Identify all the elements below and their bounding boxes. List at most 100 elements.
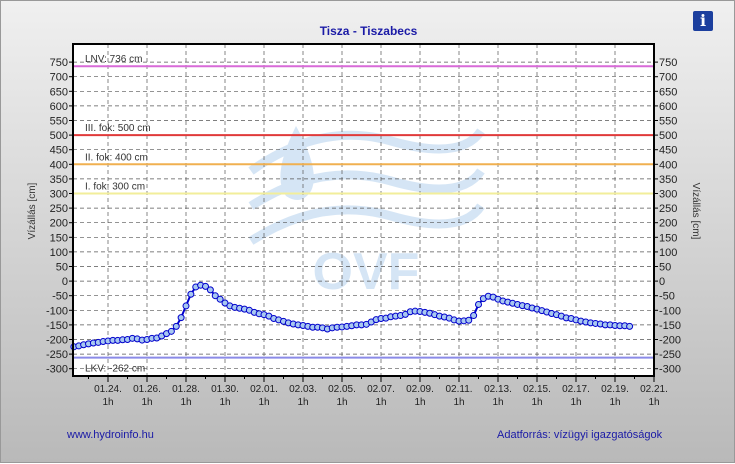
y-tick-label-left: 400: [50, 159, 68, 171]
x-tick-sublabel: 1h: [609, 397, 620, 408]
svg-text:OVF: OVF: [313, 243, 420, 301]
x-tick-sublabel: 1h: [219, 397, 230, 408]
y-tick-label-right: 600: [659, 101, 677, 113]
y-tick-label-right: 300: [659, 189, 677, 201]
y-tick-label-right: -150: [659, 320, 681, 332]
y-tick-label-right: 250: [659, 203, 677, 215]
x-tick-label: 02.11.: [445, 384, 472, 395]
data-point: [465, 316, 473, 324]
x-tick-label: 01.30.: [211, 384, 239, 395]
y-tick-label-right: 400: [659, 159, 677, 171]
y-tick-label-right: 50: [659, 262, 671, 274]
y-tick-label-left: -250: [46, 349, 68, 361]
y-tick-label-right: -200: [659, 335, 681, 347]
x-tick-label: 02.15.: [523, 384, 551, 395]
x-tick-label: 02.05.: [328, 384, 356, 395]
y-tick-label-left: 750: [50, 57, 68, 69]
data-point: [211, 292, 219, 300]
x-tick-label: 02.17.: [562, 384, 590, 395]
plot-border: [72, 43, 655, 377]
y-tick-label-left: 150: [50, 232, 68, 244]
data-point: [172, 322, 180, 330]
y-tick-label-right: -50: [659, 291, 675, 303]
threshold-label: II. fok: 400 cm: [85, 152, 148, 163]
data-point: [177, 314, 185, 322]
y-tick-label-right: -250: [659, 349, 681, 361]
data-source-text: Adatforrás: vízügyi igazgatóságok: [497, 429, 663, 441]
x-tick-label: 02.07.: [367, 384, 395, 395]
y-tick-label-right: 200: [659, 218, 677, 230]
data-point: [182, 302, 190, 310]
x-tick-label: 02.19.: [601, 384, 629, 395]
y-tick-label-left: 650: [50, 86, 68, 98]
y-tick-label-left: 450: [50, 145, 68, 157]
x-tick-label: 01.26.: [133, 384, 161, 395]
x-tick-label: 01.24.: [94, 384, 122, 395]
info-icon[interactable]: i: [693, 11, 713, 31]
y-tick-label-left: 350: [50, 174, 68, 186]
x-tick-sublabel: 1h: [414, 397, 425, 408]
x-tick-label: 02.09.: [406, 384, 434, 395]
data-point: [167, 327, 175, 335]
data-point: [470, 312, 478, 320]
y-tick-label-right: 350: [659, 174, 677, 186]
threshold-label: LKV: -262 cm: [85, 364, 145, 375]
y-tick-label-right: -300: [659, 364, 681, 376]
data-point: [202, 282, 209, 290]
y-tick-label-left: 300: [50, 189, 68, 201]
y-tick-label-left: 50: [56, 262, 68, 274]
y-tick-label-right: 450: [659, 145, 677, 157]
y-tick-label-left: -100: [46, 305, 68, 317]
y-tick-label-left: 500: [50, 130, 68, 142]
y-tick-label-right: 750: [659, 57, 677, 69]
y-tick-label-left: -150: [46, 320, 68, 332]
y-tick-label-left: -50: [52, 291, 68, 303]
x-tick-sublabel: 1h: [375, 397, 386, 408]
x-tick-sublabel: 1h: [492, 397, 503, 408]
threshold-label: LNV: 736 cm: [85, 54, 142, 65]
y-tick-label-right: 0: [659, 276, 665, 288]
x-tick-sublabel: 1h: [297, 397, 308, 408]
y-tick-label-left: 700: [50, 72, 68, 84]
y-tick-label-left: 0: [62, 276, 68, 288]
x-tick-label: 02.03.: [289, 384, 317, 395]
x-tick-label: 02.01.: [250, 384, 278, 395]
y-tick-label-left: 550: [50, 116, 68, 128]
threshold-label: I. fok: 300 cm: [85, 182, 145, 193]
x-tick-sublabel: 1h: [141, 397, 152, 408]
x-tick-label: 02.21.: [640, 384, 668, 395]
x-tick-label: 01.28.: [172, 384, 200, 395]
y-axis-label-left: Vízállás [cm]: [27, 182, 38, 239]
y-axis-label-right: Vízállás [cm]: [690, 183, 701, 240]
y-tick-label-left: -300: [46, 364, 68, 376]
x-tick-sublabel: 1h: [453, 397, 464, 408]
y-tick-label-left: 200: [50, 218, 68, 230]
x-tick-sublabel: 1h: [102, 397, 113, 408]
y-tick-label-right: 100: [659, 247, 677, 259]
y-tick-label-left: 100: [50, 247, 68, 259]
hydroinfo-link[interactable]: www.hydroinfo.hu: [67, 429, 154, 441]
ovf-logo-watermark: OVF: [248, 126, 485, 301]
x-tick-label: 02.13.: [484, 384, 512, 395]
data-point: [475, 300, 482, 308]
y-tick-label-right: 150: [659, 232, 677, 244]
threshold-label: III. fok: 500 cm: [85, 123, 151, 134]
x-tick-sublabel: 1h: [258, 397, 269, 408]
y-tick-label-left: 250: [50, 203, 68, 215]
y-tick-label-right: 550: [659, 116, 677, 128]
chart-title: Tisza - Tiszabecs: [319, 24, 418, 38]
y-tick-label-left: -200: [46, 335, 68, 347]
x-tick-sublabel: 1h: [336, 397, 347, 408]
y-tick-label-left: 600: [50, 101, 68, 113]
x-tick-sublabel: 1h: [648, 397, 659, 408]
y-tick-label-right: -100: [659, 305, 681, 317]
x-tick-sublabel: 1h: [531, 397, 542, 408]
x-tick-sublabel: 1h: [570, 397, 581, 408]
data-point: [626, 322, 634, 330]
y-tick-label-right: 700: [659, 72, 677, 84]
y-tick-label-right: 650: [659, 86, 677, 98]
x-tick-sublabel: 1h: [180, 397, 191, 408]
data-point: [187, 290, 195, 298]
